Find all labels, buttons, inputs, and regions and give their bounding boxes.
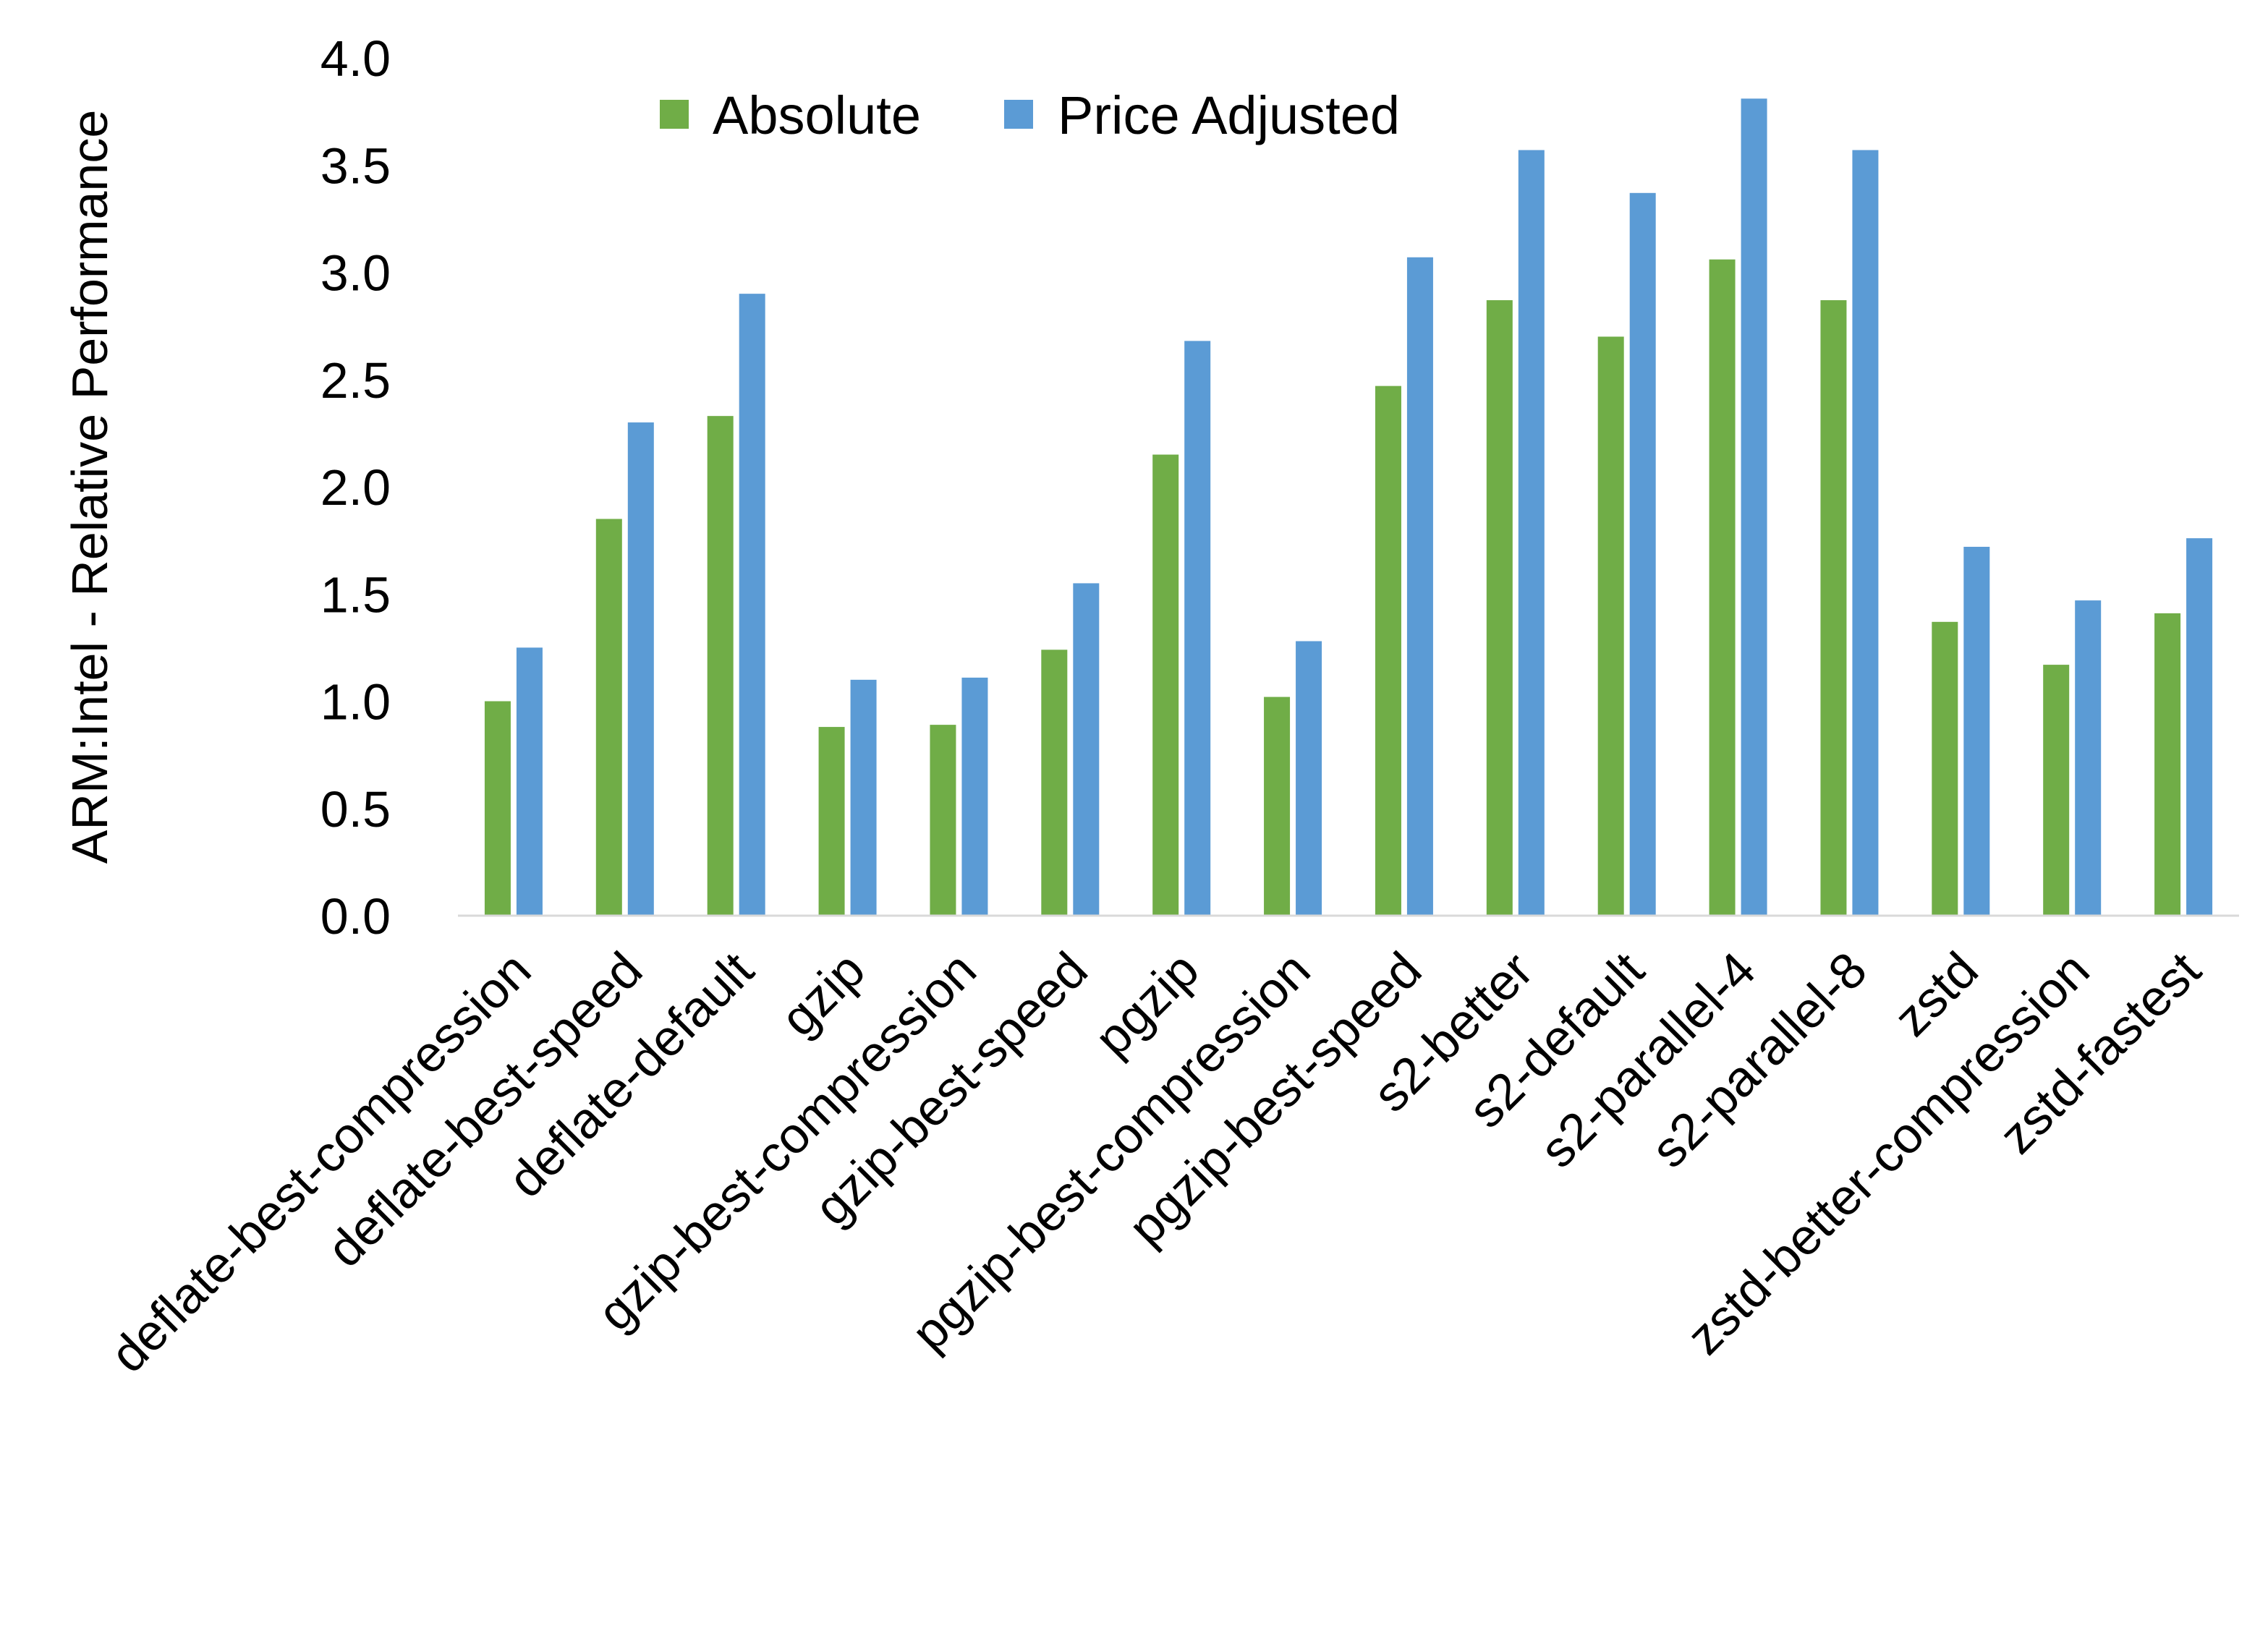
bar-price-adjusted-zstd [1963,547,1990,916]
bar-absolute-deflate-best-speed [595,519,622,916]
bar-price-adjusted-pgzip-best-compression [1296,641,1322,916]
bar-absolute-s2-default [1597,336,1624,916]
bar-price-adjusted-deflate-default [739,294,765,916]
legend: Absolute Price Adjusted [660,85,1400,145]
bar-price-adjusted-s2-parallel-4 [1741,98,1767,916]
y-tick-label: 0.5 [320,781,391,838]
bar-absolute-zstd-fastest [2154,613,2181,916]
bars [484,98,2213,916]
y-tick-label: 3.5 [320,137,391,194]
bar-absolute-s2-parallel-8 [1820,300,1847,916]
bar-absolute-deflate-default [707,416,734,916]
y-tick-label: 4.0 [320,30,391,87]
x-tick-label: deflate-best-compression [100,941,542,1383]
y-tick-label: 1.5 [320,566,391,623]
legend-label-absolute: Absolute [713,85,921,145]
bar-price-adjusted-pgzip [1184,341,1211,916]
bar-absolute-zstd [1932,621,1958,916]
bar-price-adjusted-zstd-better-compression [2075,600,2102,916]
x-axis-labels: deflate-best-compressiondeflate-best-spe… [100,941,2212,1383]
bar-price-adjusted-gzip [850,679,877,916]
legend-swatch-absolute [660,100,689,129]
bar-absolute-pgzip-best-compression [1264,697,1291,916]
legend-label-price-adjusted: Price Adjusted [1058,85,1400,145]
bar-price-adjusted-s2-parallel-8 [1852,150,1879,916]
bar-absolute-zstd-better-compression [2043,665,2070,916]
bar-absolute-pgzip [1152,454,1179,916]
bar-absolute-gzip-best-compression [930,725,956,916]
bar-price-adjusted-deflate-best-compression [516,647,543,916]
bar-price-adjusted-s2-default [1629,192,1656,916]
legend-swatch-price-adjusted [1004,100,1033,129]
y-tick-label: 0.0 [320,888,391,945]
bar-price-adjusted-gzip-best-speed [1073,583,1100,916]
y-axis-title: ARM:Intel - Relative Performance [61,110,118,864]
y-axis-ticks: 0.0 0.5 1.0 1.5 2.0 2.5 3.0 3.5 4.0 [320,30,391,945]
bar-price-adjusted-s2-better [1518,150,1545,916]
bar-price-adjusted-deflate-best-speed [627,422,654,916]
y-tick-label: 2.5 [320,352,391,409]
bar-absolute-gzip [818,727,845,916]
bar-absolute-s2-parallel-4 [1709,259,1736,916]
bar-absolute-gzip-best-speed [1041,649,1068,916]
bar-price-adjusted-pgzip-best-speed [1406,257,1433,916]
y-tick-label: 3.0 [320,245,391,302]
bar-absolute-deflate-best-compression [484,701,511,916]
y-tick-label: 1.0 [320,674,391,731]
bar-price-adjusted-gzip-best-compression [961,677,988,916]
bar-absolute-s2-better [1486,300,1513,916]
bar-price-adjusted-zstd-fastest [2186,538,2213,916]
bar-absolute-pgzip-best-speed [1375,386,1401,916]
y-tick-label: 2.0 [320,459,391,516]
